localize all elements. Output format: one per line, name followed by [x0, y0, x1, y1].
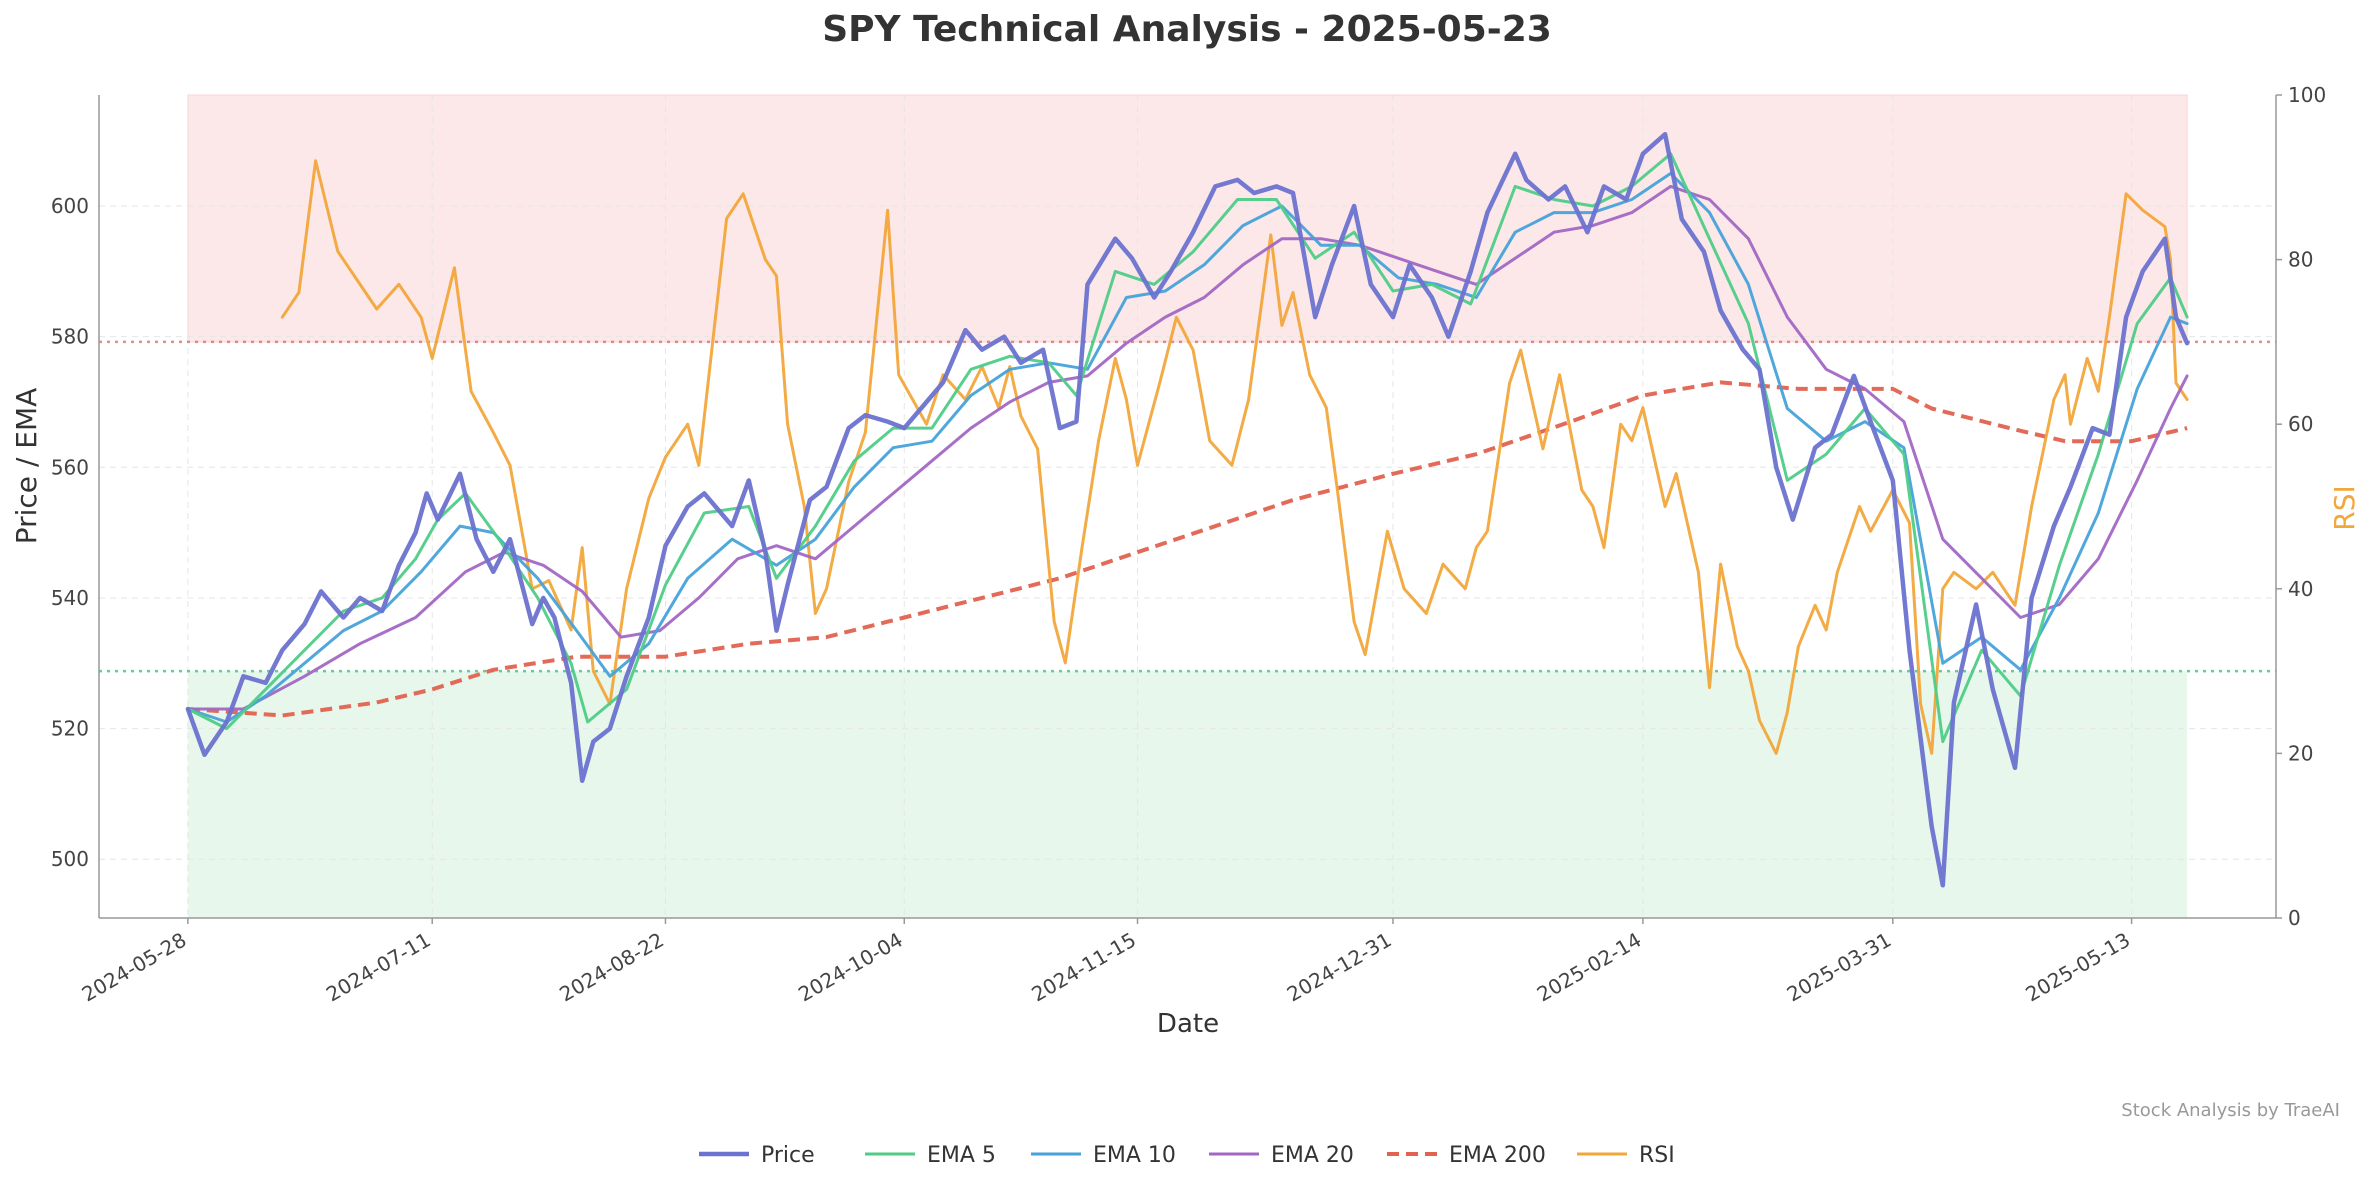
- y2-tick-label: 100: [2288, 83, 2326, 107]
- x-tick-label: 2024-10-04: [794, 928, 907, 1007]
- legend-item-ema-200: EMA 200: [1387, 1143, 1546, 1168]
- series-line-ema-10: [186, 171, 2189, 724]
- x-tick-label: 2025-03-31: [1783, 928, 1896, 1007]
- y2-tick-label: 20: [2288, 741, 2313, 765]
- y-tick-label: 580: [51, 325, 89, 349]
- x-tick-label: 2025-05-13: [2021, 928, 2134, 1007]
- chart-title: SPY Technical Analysis - 2025-05-23: [822, 9, 1552, 50]
- legend-label: RSI: [1639, 1143, 1675, 1168]
- y2-axis-label: RSI: [2328, 485, 2361, 531]
- legend-item-price: Price: [699, 1143, 815, 1168]
- axes: [98, 95, 2277, 919]
- legend-label: EMA 5: [927, 1143, 996, 1168]
- legend-item-rsi: RSI: [1577, 1143, 1675, 1168]
- y-tick-label: 520: [51, 717, 89, 741]
- legend-label: EMA 200: [1449, 1143, 1546, 1168]
- x-tick-label: 2024-08-22: [555, 928, 668, 1007]
- footer-credit: Stock Analysis by TraeAI: [2121, 1100, 2340, 1121]
- legend-item-ema-10: EMA 10: [1031, 1143, 1176, 1168]
- y-tick-label: 540: [51, 586, 89, 610]
- legend-label: EMA 10: [1093, 1143, 1176, 1168]
- series-line-ema-20: [186, 184, 2189, 711]
- legend-label: Price: [761, 1143, 815, 1168]
- series-layer: [185, 131, 2190, 888]
- series-line-rsi: [280, 159, 2189, 755]
- grid-lines: [99, 95, 2276, 918]
- y-axis-label: Price / EMA: [10, 388, 43, 545]
- series-line-ema-200: [187, 380, 2188, 718]
- y-tick-label: 600: [51, 194, 89, 218]
- legend-item-ema-5: EMA 5: [865, 1143, 996, 1168]
- x-tick-label: 2024-05-28: [78, 928, 191, 1007]
- x-tick-label: 2025-02-14: [1533, 928, 1646, 1007]
- x-axis-label: Date: [1157, 1009, 1219, 1039]
- rsi-zones: [187, 94, 2188, 918]
- y2-tick-label: 80: [2288, 248, 2313, 272]
- y2-tick-label: 60: [2288, 412, 2313, 436]
- overbought-zone: [187, 94, 2188, 343]
- y2-tick-label: 0: [2288, 906, 2301, 930]
- x-tick-label: 2024-11-15: [1027, 928, 1140, 1007]
- y-tick-label: 560: [51, 455, 89, 479]
- rsi-threshold-lines: [99, 340, 2276, 673]
- y2-tick-label: 40: [2288, 577, 2313, 601]
- legend-label: EMA 20: [1271, 1143, 1354, 1168]
- x-tick-label: 2024-12-31: [1283, 928, 1396, 1007]
- series-line-price: [185, 131, 2190, 888]
- oversold-zone: [187, 671, 2188, 918]
- legend: Price EMA 5 EMA 10 EMA 20 EMA 200 RSI: [699, 1143, 1675, 1168]
- x-tick-label: 2024-07-11: [322, 928, 435, 1007]
- legend-item-ema-20: EMA 20: [1209, 1143, 1354, 1168]
- y-tick-label: 500: [51, 847, 89, 871]
